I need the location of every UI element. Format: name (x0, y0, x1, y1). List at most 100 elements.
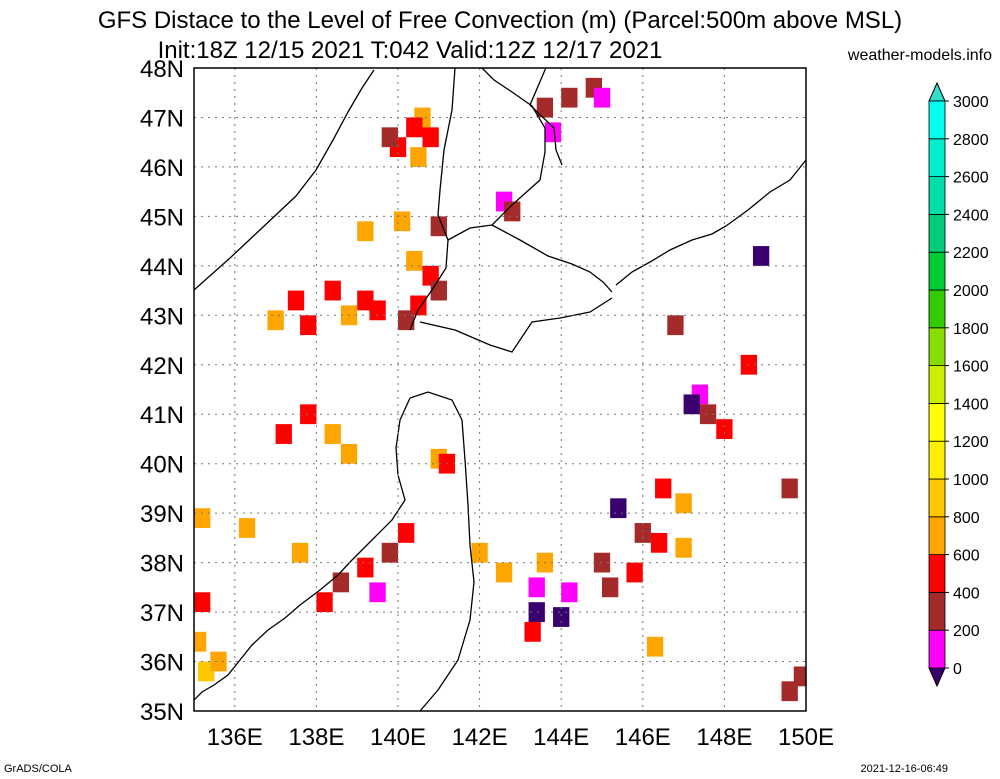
map-title-line1: GFS Distace to the Level of Free Convect… (97, 7, 903, 34)
colorbar-label: 3000 (953, 94, 989, 111)
lat-tick-label: 38N (140, 551, 184, 578)
field-cell (381, 542, 398, 563)
colorbar-label: 400 (953, 585, 980, 602)
field-cell (675, 493, 692, 514)
lat-tick-label: 47N (140, 105, 184, 132)
colorbar: 0 200 400 600 800 1000 1200 1400 1600 1800 2000 220… (928, 81, 989, 688)
field-cell (593, 87, 611, 108)
lon-tick-label: 150E (778, 724, 834, 751)
field-cell (626, 562, 643, 583)
field-cell (430, 216, 447, 237)
coastline (194, 68, 806, 711)
colorbar-label: 2000 (953, 283, 989, 300)
colorbar-over-arrow (928, 81, 946, 102)
lon-tick-label: 148E (696, 724, 752, 751)
lon-tick-label: 138E (288, 724, 344, 751)
field-cell (267, 310, 284, 331)
colorbar-segment (928, 138, 946, 178)
field-cell (495, 562, 513, 583)
field-cell (324, 424, 341, 444)
lon-tick-label: 136E (207, 724, 263, 751)
field-cell (369, 582, 386, 603)
lat-tick-label: 45N (140, 204, 184, 231)
lon-tick-label: 140E (370, 724, 426, 751)
field-cell (332, 572, 350, 593)
field-cell (398, 523, 415, 543)
colorbar-label: 1000 (953, 472, 989, 489)
colorbar-label: 2600 (953, 170, 989, 187)
lat-tick-label: 40N (140, 452, 184, 479)
field-cell (650, 532, 668, 553)
colorbar-label: 1400 (953, 396, 989, 413)
colorbar-label: 600 (953, 548, 980, 565)
colorbar-under-arrow (928, 667, 946, 688)
lat-tick-label: 44N (140, 254, 184, 281)
colorbar-label: 2200 (953, 245, 989, 262)
field-cell (528, 602, 545, 622)
footer-timestamp: 2021-12-16-06:49 (860, 763, 948, 775)
lat-tick-label: 43N (140, 303, 184, 330)
field-cell (198, 661, 215, 682)
field-cell (430, 280, 447, 301)
field-cell (781, 478, 798, 499)
field-cell (357, 557, 374, 578)
lon-tick-labels: 136E 138E 140E 142E 144E 146E 148E 150E (207, 724, 834, 751)
colorbar-segment (928, 365, 946, 404)
field-cell (369, 300, 386, 321)
colorbar-segment (928, 402, 946, 442)
field-cell (683, 394, 700, 415)
field-cell (194, 631, 207, 652)
colorbar-label: 1800 (953, 321, 989, 338)
field-cell (699, 404, 717, 425)
colorbar-segment (928, 251, 946, 291)
lat-tick-label: 36N (140, 650, 184, 677)
lat-tick-label: 48N (140, 56, 184, 83)
field-cell (634, 523, 651, 543)
field-cell (524, 621, 541, 642)
field-cell (610, 498, 627, 519)
lon-tick-label: 146E (615, 724, 671, 751)
colorbar-segment (928, 554, 946, 593)
colorbar-segment (928, 592, 946, 631)
colorbar-segment (928, 176, 946, 215)
field-cell (561, 87, 578, 108)
colorbar-label: 2800 (953, 132, 989, 149)
lat-tick-label: 41N (140, 402, 184, 429)
footer-software: GrADS/COLA (4, 763, 72, 775)
field-cell (544, 122, 562, 143)
field-cell (406, 251, 423, 271)
field-cell (381, 127, 398, 148)
lat-tick-label: 35N (140, 699, 184, 726)
colorbar-label: 800 (953, 510, 980, 527)
colorbar-segment (928, 516, 946, 555)
colorbar-segment (928, 327, 946, 366)
field-cell (238, 518, 256, 538)
field-cell (324, 280, 341, 301)
field-cell (357, 221, 374, 242)
colorbar-label: 1600 (953, 359, 989, 376)
field-cell (561, 582, 578, 603)
field-cell (398, 310, 415, 331)
field-cell (675, 537, 692, 558)
colorbar-segment (928, 100, 946, 140)
field-cell (553, 607, 570, 627)
field-cell (667, 315, 684, 336)
field-cell (422, 127, 439, 148)
field-cell (393, 211, 411, 232)
colorbar-label: 0 (953, 661, 962, 678)
field-cell (300, 315, 317, 336)
field-cell (602, 577, 619, 598)
field-cell (655, 478, 672, 499)
lat-tick-label: 37N (140, 600, 184, 627)
field-cell (528, 577, 545, 598)
field-cell (210, 651, 227, 672)
field-cell (316, 592, 333, 613)
colorbar-segment (928, 213, 946, 253)
field-cell (752, 246, 770, 266)
field-cell (536, 97, 554, 118)
lon-tick-label: 144E (533, 724, 589, 751)
colorbar-label: 1200 (953, 434, 989, 451)
credit-text: weather-models.info (847, 47, 992, 64)
field-cell (646, 636, 664, 657)
